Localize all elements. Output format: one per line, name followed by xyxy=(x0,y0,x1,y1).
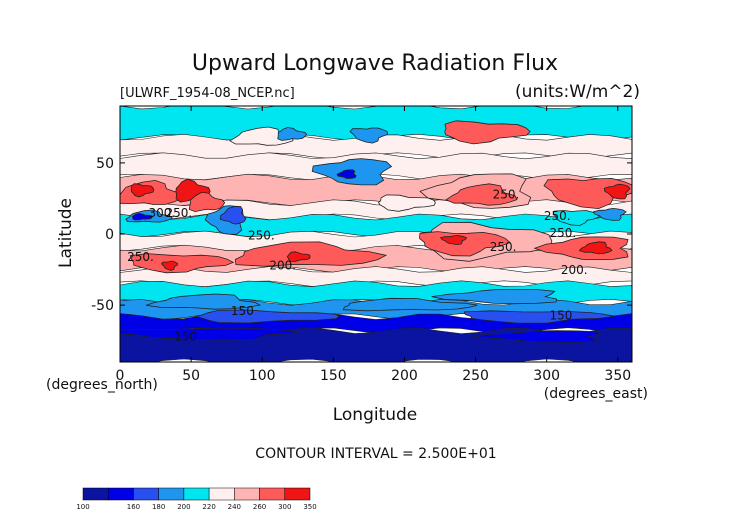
contour-region xyxy=(129,253,235,274)
colorbar-label: 350 xyxy=(303,503,316,511)
file-label: [ULWRF_1954-08_NCEP.nc] xyxy=(120,86,295,101)
colorbar-swatch xyxy=(107,487,134,501)
contour-region xyxy=(474,330,600,343)
colorbar-label: 240 xyxy=(228,503,241,511)
contour-label: 200. xyxy=(269,259,296,273)
contour-region xyxy=(188,191,226,213)
contour-label: 250. xyxy=(493,187,520,201)
contour-region xyxy=(234,241,388,267)
colorbar-swatch xyxy=(183,487,210,501)
y-tick-label: 50 xyxy=(96,156,114,172)
colorbar-label: 220 xyxy=(202,503,215,511)
colorbar-swatch xyxy=(158,487,185,501)
chart-title: Upward Longwave Radiation Flux xyxy=(192,51,558,76)
x-tick-label: 50 xyxy=(182,368,200,384)
colorbar-label: 300 xyxy=(278,503,291,511)
colorbar-label: 200 xyxy=(177,503,190,511)
colorbar-swatch xyxy=(208,487,235,501)
x-axis-label: Longitude xyxy=(333,405,418,425)
x-tick-label: 0 xyxy=(116,368,125,384)
colorbar-swatch xyxy=(284,487,311,501)
colorbar-label: 160 xyxy=(127,503,140,511)
colorbar-label: 100 xyxy=(76,503,89,511)
contour-region xyxy=(552,210,600,226)
x-tick-label: 150 xyxy=(320,368,347,384)
x-tick-label: 300 xyxy=(533,368,560,384)
contour-region xyxy=(195,309,340,324)
units-label: (units:W/m^2) xyxy=(515,82,640,102)
contour-label: 150 xyxy=(550,308,573,322)
contour-region xyxy=(445,183,518,206)
y-axis-ticks: -50 0 50 xyxy=(91,156,632,314)
contour-region xyxy=(578,241,613,255)
contour-labels: 300.250.250.250.250.250.250.250.200. 200.… xyxy=(127,187,587,343)
contour-region xyxy=(130,183,155,198)
contour-label: 250. xyxy=(166,206,193,220)
contour-label: 150 xyxy=(174,330,197,344)
contour-label: 250. xyxy=(127,250,154,264)
contour-region xyxy=(120,327,300,341)
contour-region xyxy=(543,177,632,210)
y-axis-label: Latitude xyxy=(56,198,76,268)
colorbar: 100 160 180 200 220 240 260 300 350 xyxy=(76,487,317,511)
contour-label: 300. xyxy=(148,206,175,220)
contour-region xyxy=(160,260,179,271)
colorbar-label: 260 xyxy=(253,503,266,511)
contour-label: 250. xyxy=(544,209,571,223)
contour-region xyxy=(603,183,631,200)
contour-region xyxy=(277,127,308,141)
y-tick-label: -50 xyxy=(91,298,114,314)
x-tick-label: 250 xyxy=(462,368,489,384)
contour-region xyxy=(463,310,614,324)
y-tick-label: 0 xyxy=(105,227,114,243)
plot-area xyxy=(120,106,632,362)
contour-region xyxy=(444,120,531,145)
x-axis-ticks: 0 50 100 150 200 250 300 350 xyxy=(116,106,631,384)
contour-region xyxy=(336,169,357,179)
contour-region xyxy=(131,212,153,221)
contour-label: 200. xyxy=(561,263,588,277)
contour-region xyxy=(219,205,247,225)
colorbar-swatch xyxy=(82,487,109,501)
x-unit-label: (degrees_east) xyxy=(544,386,648,402)
colorbar-label: 180 xyxy=(152,503,165,511)
x-tick-label: 350 xyxy=(604,368,631,384)
contour-interval-text: CONTOUR INTERVAL = 2.500E+01 xyxy=(255,446,496,462)
x-tick-label: 100 xyxy=(249,368,276,384)
contour-region xyxy=(146,293,262,310)
contour-label: 250. xyxy=(550,226,577,240)
colorbar-swatch xyxy=(133,487,159,501)
colorbar-swatch xyxy=(234,487,260,501)
colorbar-swatch xyxy=(259,487,286,501)
contour-label: 150 xyxy=(231,304,254,318)
contour-region xyxy=(593,207,627,221)
lat-band xyxy=(120,266,632,288)
contour-region xyxy=(229,126,294,146)
contour-region xyxy=(349,127,389,144)
contour-region xyxy=(439,235,468,245)
contour-label: 250. xyxy=(248,229,275,243)
y-unit-label: (degrees_north) xyxy=(46,377,158,393)
contour-region xyxy=(342,297,478,312)
contour-region xyxy=(377,194,436,212)
contour-label: 250. xyxy=(490,240,517,254)
x-tick-label: 200 xyxy=(391,368,418,384)
contour-region xyxy=(286,251,311,262)
contour-region xyxy=(431,288,557,305)
